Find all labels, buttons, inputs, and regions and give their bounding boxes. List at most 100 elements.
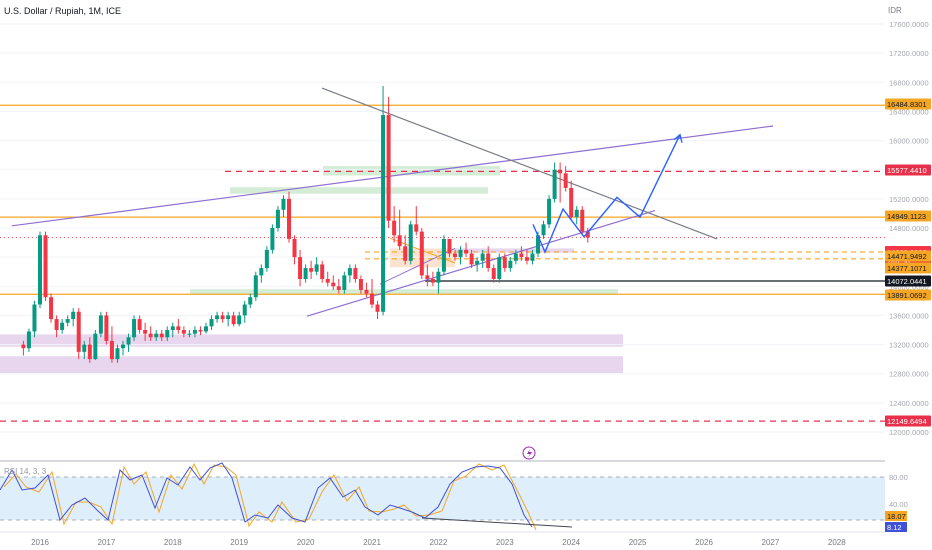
candle	[585, 228, 590, 243]
candle	[491, 264, 496, 283]
candle	[453, 249, 457, 261]
candle	[165, 326, 170, 341]
candle	[87, 337, 92, 363]
time-tick-label: 2022	[430, 538, 448, 547]
price-badge: 14377.1071	[885, 262, 931, 274]
levels-layer	[0, 104, 885, 422]
price-tick-label: 12800.0000	[889, 370, 929, 379]
candle	[98, 311, 103, 338]
candle	[54, 315, 59, 338]
rsi-k-badge: 8.12	[885, 522, 907, 532]
candle	[187, 330, 192, 338]
candle	[237, 311, 242, 327]
candle	[270, 224, 275, 254]
price-badge: 15577.4410	[885, 164, 931, 176]
svg-text:14072.0441: 14072.0441	[887, 277, 927, 286]
support-zone-green	[190, 289, 618, 295]
svg-text:15577.4410: 15577.4410	[887, 166, 927, 175]
candle	[148, 326, 153, 341]
price-tick-label: 17200.0000	[889, 49, 929, 58]
time-tick-label: 2027	[762, 538, 780, 547]
candle	[76, 308, 81, 360]
candle	[381, 85, 386, 316]
svg-text:13891.0692: 13891.0692	[887, 291, 927, 300]
candle	[82, 340, 87, 360]
time-tick-label: 2019	[230, 538, 248, 547]
projection-path	[532, 134, 681, 254]
candle	[397, 209, 402, 250]
candle	[519, 246, 524, 261]
gridlines-layer	[0, 23, 885, 433]
candle	[342, 271, 347, 294]
candle	[358, 275, 363, 294]
time-tick-label: 2016	[31, 538, 49, 547]
candle	[403, 235, 408, 265]
candle	[287, 191, 291, 243]
candle	[248, 293, 253, 309]
candle	[281, 195, 286, 218]
candle	[292, 235, 297, 265]
candle	[464, 242, 469, 258]
price-tick-label: 16400.0000	[889, 107, 929, 116]
time-tick-label: 2028	[828, 538, 846, 547]
price-tick-label: 16000.0000	[889, 137, 929, 146]
candle	[275, 206, 280, 232]
rsi-tick-label: 80.00	[889, 473, 908, 482]
candle	[530, 249, 535, 265]
candle	[159, 330, 164, 341]
candle	[480, 249, 485, 269]
candle	[93, 330, 98, 360]
candle	[497, 253, 502, 283]
time-tick-label: 2023	[496, 538, 514, 547]
candle	[569, 180, 574, 221]
candle	[386, 96, 391, 228]
rsi-divergence-line	[421, 517, 573, 528]
candle	[71, 308, 76, 327]
candle	[430, 271, 435, 287]
candle	[331, 275, 336, 290]
svg-text:16484.8301: 16484.8301	[887, 100, 927, 109]
upper-channel-trendline	[11, 125, 774, 227]
svg-text:12149.6494: 12149.6494	[887, 417, 927, 426]
svg-text:14471.9492: 14471.9492	[887, 252, 927, 261]
candle	[181, 326, 186, 338]
time-tick-label: 2020	[297, 538, 315, 547]
candle	[49, 293, 54, 323]
price-tick-label: 15200.0000	[889, 195, 929, 204]
lightning-glyph	[527, 449, 532, 458]
svg-text:8.12: 8.12	[887, 523, 902, 532]
candle	[209, 315, 214, 330]
svg-text:18.07: 18.07	[887, 512, 906, 521]
candle	[137, 315, 142, 334]
candle	[298, 249, 303, 287]
candle	[541, 220, 546, 239]
currency-label: IDR	[888, 6, 902, 15]
price-tick-label: 12000.0000	[889, 428, 929, 437]
price-badge: 12149.6494	[885, 415, 931, 427]
candle	[109, 326, 114, 363]
level-badges: 16484.830115577.441014949.112314669.0000…	[885, 98, 931, 532]
price-badge: 14471.9492	[885, 250, 931, 262]
lower-channel-trendline	[306, 209, 656, 317]
projection-layer	[532, 133, 683, 254]
candle	[436, 268, 441, 294]
price-badge: 13891.0692	[885, 289, 931, 301]
candle	[309, 260, 314, 279]
candle	[314, 257, 319, 276]
candle	[170, 322, 175, 338]
rsi-label: RSI 14, 3, 3	[4, 467, 47, 476]
candle	[486, 246, 491, 272]
price-axis-bg	[885, 0, 932, 550]
time-tick-label: 2024	[562, 538, 580, 547]
price-tick-label: 12400.0000	[889, 399, 929, 408]
price-axis: 17600.0000 17200.0000 16800.0000 16400.0000…	[885, 0, 932, 550]
price-tick-label: 13200.0000	[889, 341, 929, 350]
svg-text:14377.1071: 14377.1071	[887, 264, 927, 273]
time-tick-label: 2018	[164, 538, 182, 547]
candle	[441, 235, 446, 276]
time-tick-label: 2026	[695, 538, 713, 547]
candle	[21, 340, 26, 356]
candle	[264, 246, 269, 272]
